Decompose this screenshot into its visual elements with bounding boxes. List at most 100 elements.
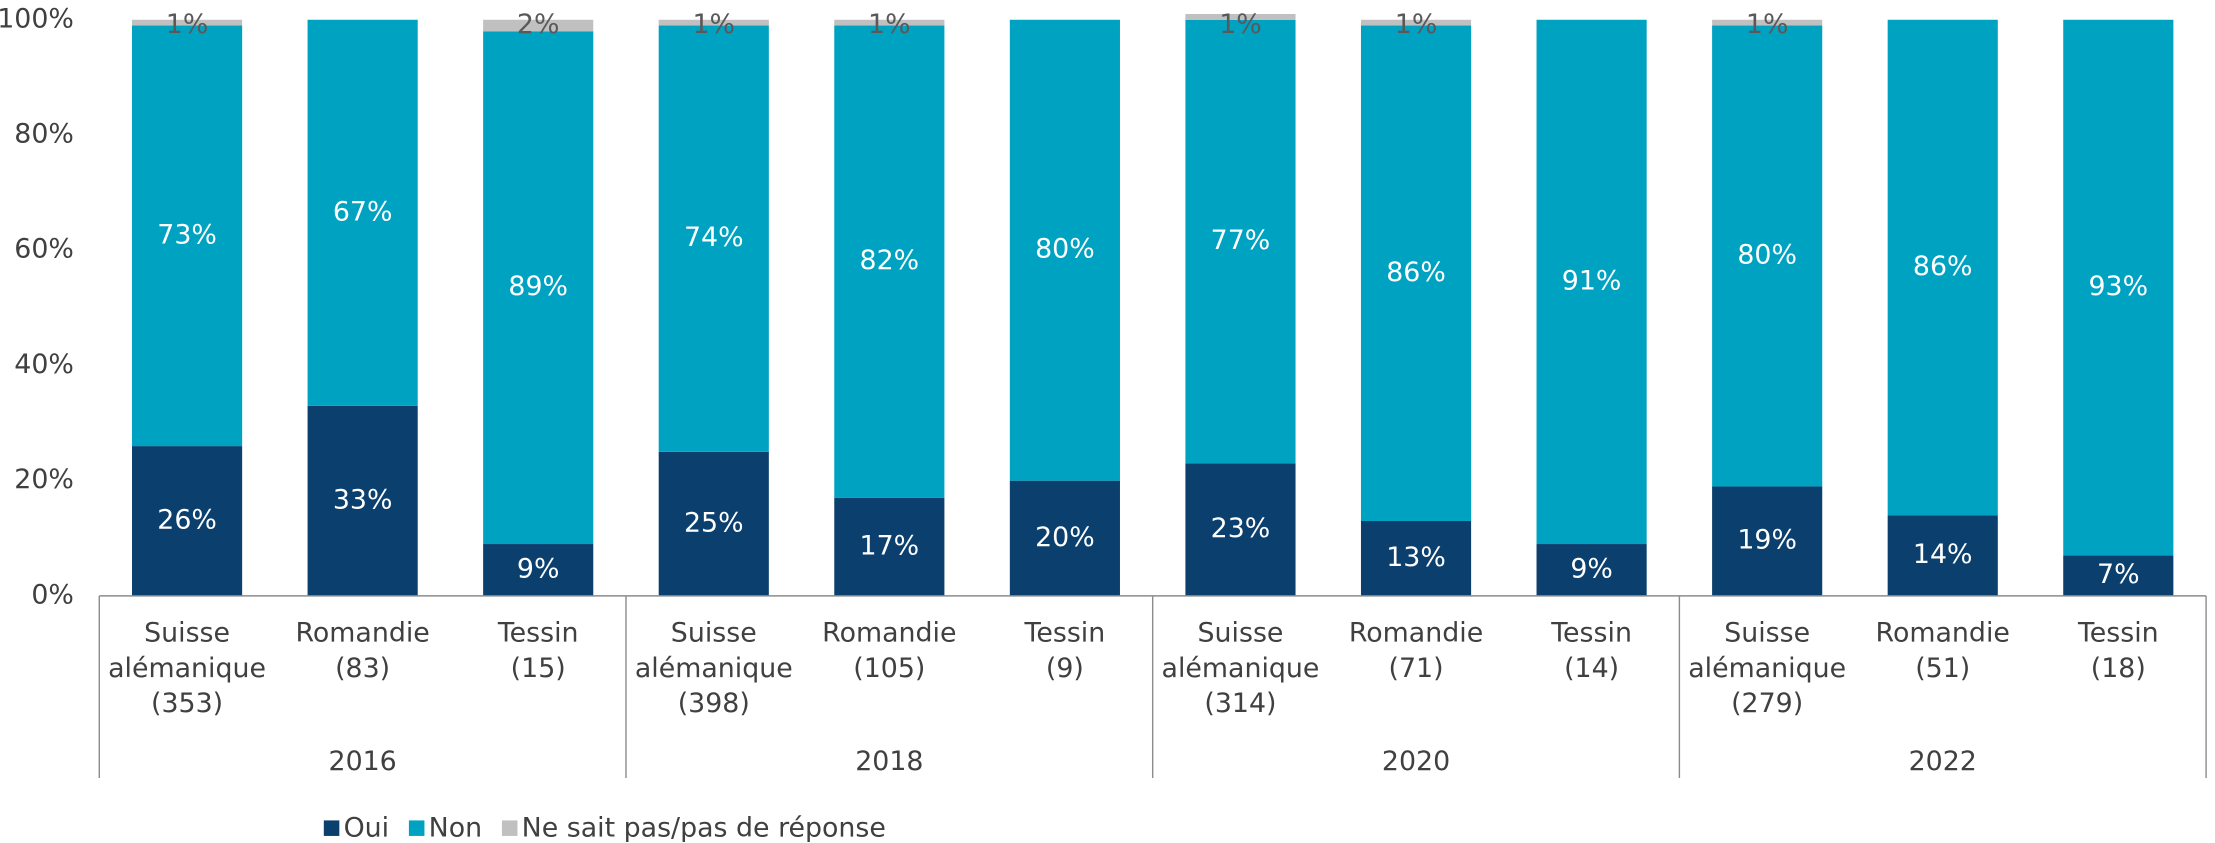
bar-segment bbox=[1712, 486, 1823, 596]
data-label: 25% bbox=[684, 507, 744, 538]
bar-segment bbox=[1009, 480, 1120, 596]
y-tick-label: 20% bbox=[14, 464, 74, 495]
y-tick-label: 100% bbox=[0, 3, 74, 34]
data-label: 26% bbox=[157, 504, 217, 535]
x-tick-label: (83) bbox=[335, 653, 390, 684]
bar-segment bbox=[658, 25, 769, 452]
y-tick-label: 60% bbox=[14, 234, 74, 265]
data-label: 19% bbox=[1737, 525, 1797, 556]
bar-segment bbox=[1185, 463, 1296, 596]
x-tick-label: Romandie bbox=[1349, 618, 1483, 649]
bar-segment bbox=[483, 19, 594, 32]
bar-segment bbox=[1712, 19, 1823, 26]
data-label: 74% bbox=[684, 222, 744, 253]
data-label: 67% bbox=[333, 196, 393, 227]
legend-swatch bbox=[323, 820, 340, 836]
data-label: 20% bbox=[1035, 522, 1095, 553]
bar-segment bbox=[1536, 19, 1647, 545]
data-label: 23% bbox=[1211, 513, 1271, 544]
x-tick-label: (353) bbox=[151, 688, 223, 719]
x-tick-label: Suisse bbox=[1724, 618, 1810, 649]
x-tick-label: alémanique bbox=[635, 653, 793, 684]
bar-segment bbox=[483, 544, 594, 596]
x-tick-label: Romandie bbox=[295, 618, 429, 649]
x-tick-label: Tessin bbox=[1550, 618, 1632, 649]
x-tick-label: Tessin bbox=[497, 618, 579, 649]
y-tick-label: 80% bbox=[14, 118, 74, 149]
data-label: 82% bbox=[860, 245, 920, 276]
data-label: 7% bbox=[2097, 559, 2140, 590]
x-tick-label: Tessin bbox=[1024, 618, 1106, 649]
group-label: 2018 bbox=[855, 746, 923, 777]
data-label: 1% bbox=[166, 9, 209, 40]
data-label: 17% bbox=[860, 530, 920, 561]
bar-segment bbox=[658, 19, 769, 26]
legend-label: Ne sait pas/pas de réponse bbox=[522, 812, 886, 843]
x-tick-label: (14) bbox=[1564, 653, 1619, 684]
data-label: 1% bbox=[1219, 9, 1262, 40]
group-label: 2022 bbox=[1909, 746, 1977, 777]
data-label: 77% bbox=[1211, 225, 1271, 256]
legend-swatch bbox=[501, 820, 518, 836]
x-tick-label: (15) bbox=[511, 653, 566, 684]
bar-segment bbox=[1185, 14, 1296, 20]
bar-segment bbox=[1009, 19, 1120, 481]
data-label: 86% bbox=[1386, 257, 1446, 288]
bar-segment bbox=[834, 25, 945, 498]
bar-segment bbox=[483, 31, 594, 545]
x-tick-label: (9) bbox=[1046, 653, 1084, 684]
data-label: 1% bbox=[868, 9, 911, 40]
x-tick-label: (398) bbox=[678, 688, 750, 719]
x-tick-label: alémanique bbox=[1688, 653, 1846, 684]
x-tick-label: (51) bbox=[1915, 653, 1970, 684]
x-tick-label: alémanique bbox=[108, 653, 266, 684]
bar-segment bbox=[132, 446, 243, 596]
x-tick-label: Romandie bbox=[1876, 618, 2010, 649]
x-tick-label: (71) bbox=[1389, 653, 1444, 684]
data-label: 1% bbox=[1746, 9, 1789, 40]
data-label: 13% bbox=[1386, 542, 1446, 573]
data-label: 80% bbox=[1035, 234, 1095, 265]
bar-segment bbox=[834, 19, 945, 26]
data-label: 89% bbox=[508, 271, 568, 302]
y-tick-label: 40% bbox=[14, 349, 74, 380]
bar-segment bbox=[132, 19, 243, 26]
x-tick-label: (18) bbox=[2091, 653, 2146, 684]
bar-segment bbox=[1536, 544, 1647, 596]
x-tick-label: Tessin bbox=[2077, 618, 2159, 649]
data-label: 14% bbox=[1913, 539, 1973, 570]
data-label: 9% bbox=[1570, 553, 1613, 584]
bar-segment bbox=[2063, 555, 2174, 596]
bar-segment bbox=[132, 25, 243, 447]
x-tick-label: Suisse bbox=[144, 618, 230, 649]
group-label: 2016 bbox=[329, 746, 397, 777]
data-label: 80% bbox=[1737, 239, 1797, 270]
data-label: 86% bbox=[1913, 251, 1973, 282]
bar-segment bbox=[1887, 19, 1998, 516]
x-tick-label: (314) bbox=[1204, 688, 1276, 719]
x-tick-label: alémanique bbox=[1162, 653, 1320, 684]
data-label: 33% bbox=[333, 484, 393, 515]
data-label: 91% bbox=[1562, 265, 1622, 296]
bar-segment bbox=[1185, 19, 1296, 464]
x-tick-label: (279) bbox=[1731, 688, 1803, 719]
data-label: 93% bbox=[2088, 271, 2148, 302]
data-label: 1% bbox=[692, 9, 735, 40]
x-tick-label: Suisse bbox=[671, 618, 757, 649]
legend-label: Non bbox=[429, 812, 482, 843]
bar-segment bbox=[2063, 19, 2174, 556]
bar-segment bbox=[307, 19, 418, 406]
x-tick-label: Suisse bbox=[1198, 618, 1284, 649]
data-label: 1% bbox=[1395, 9, 1438, 40]
data-label: 73% bbox=[157, 219, 217, 250]
bar-segment bbox=[1360, 25, 1472, 521]
bar-segment bbox=[1712, 25, 1823, 487]
data-label: 9% bbox=[517, 553, 560, 584]
data-label: 2% bbox=[517, 9, 560, 40]
y-tick-label: 0% bbox=[31, 579, 74, 610]
bar-segment bbox=[307, 405, 418, 596]
bar-segment bbox=[834, 497, 945, 596]
group-label: 2020 bbox=[1382, 746, 1450, 777]
x-tick-label: Romandie bbox=[822, 618, 956, 649]
bar-segment bbox=[1887, 515, 1998, 596]
